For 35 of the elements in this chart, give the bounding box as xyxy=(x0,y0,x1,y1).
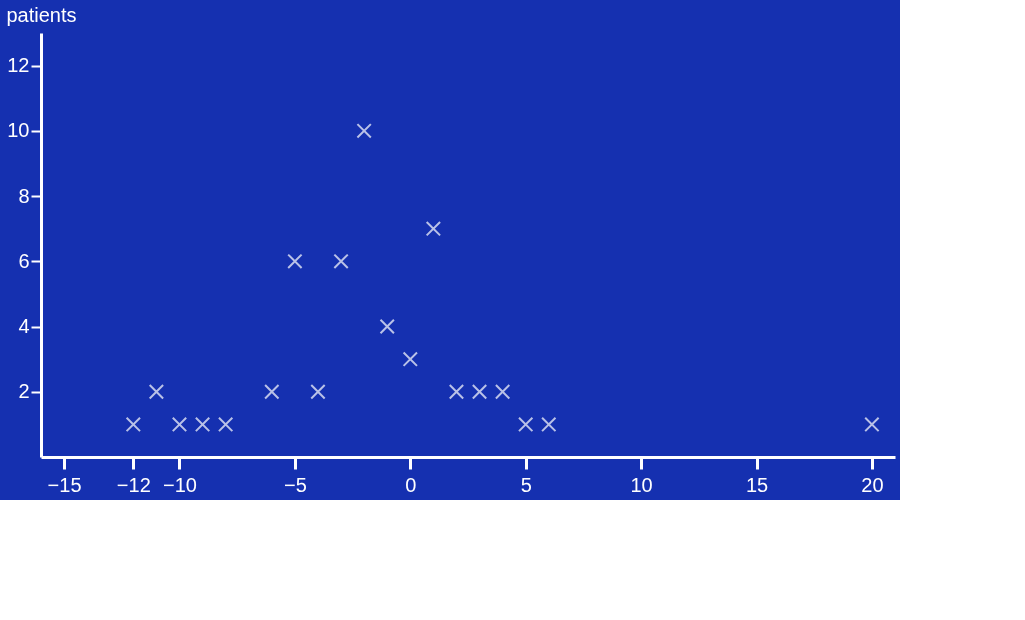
point xyxy=(310,384,326,400)
point xyxy=(864,416,880,433)
point xyxy=(448,384,465,400)
point xyxy=(541,416,557,433)
point xyxy=(425,220,442,237)
point xyxy=(356,123,372,139)
x-tick-label: −10 xyxy=(163,473,197,496)
x-tick-label: 20 xyxy=(861,473,884,496)
point xyxy=(148,384,165,400)
point xyxy=(517,416,534,433)
point xyxy=(194,416,211,433)
y-axis-title: patients xyxy=(6,3,77,26)
x-tick-label: 5 xyxy=(520,473,532,496)
y-tick-label: 2 xyxy=(18,380,30,403)
y-tick-label: 8 xyxy=(18,184,30,207)
point xyxy=(333,253,349,270)
point xyxy=(171,416,188,433)
x-tick-label: −5 xyxy=(283,473,307,496)
y-tick-label: 6 xyxy=(18,249,30,272)
x-tick-label: 15 xyxy=(745,473,769,496)
point xyxy=(264,384,280,400)
y-tick-label: 4 xyxy=(18,315,30,338)
y-tick-label: 12 xyxy=(7,54,30,77)
x-tick-label: 10 xyxy=(630,473,653,496)
point xyxy=(287,253,303,270)
x-tick-label: −12 xyxy=(116,473,151,496)
x-tick-label: −15 xyxy=(47,473,82,496)
point xyxy=(402,351,419,367)
point xyxy=(125,416,142,433)
point xyxy=(217,416,234,433)
y-tick-label: 10 xyxy=(7,119,30,142)
point xyxy=(494,384,511,400)
point xyxy=(471,384,488,400)
x-tick-label: 0 xyxy=(405,473,417,496)
point xyxy=(379,318,395,335)
